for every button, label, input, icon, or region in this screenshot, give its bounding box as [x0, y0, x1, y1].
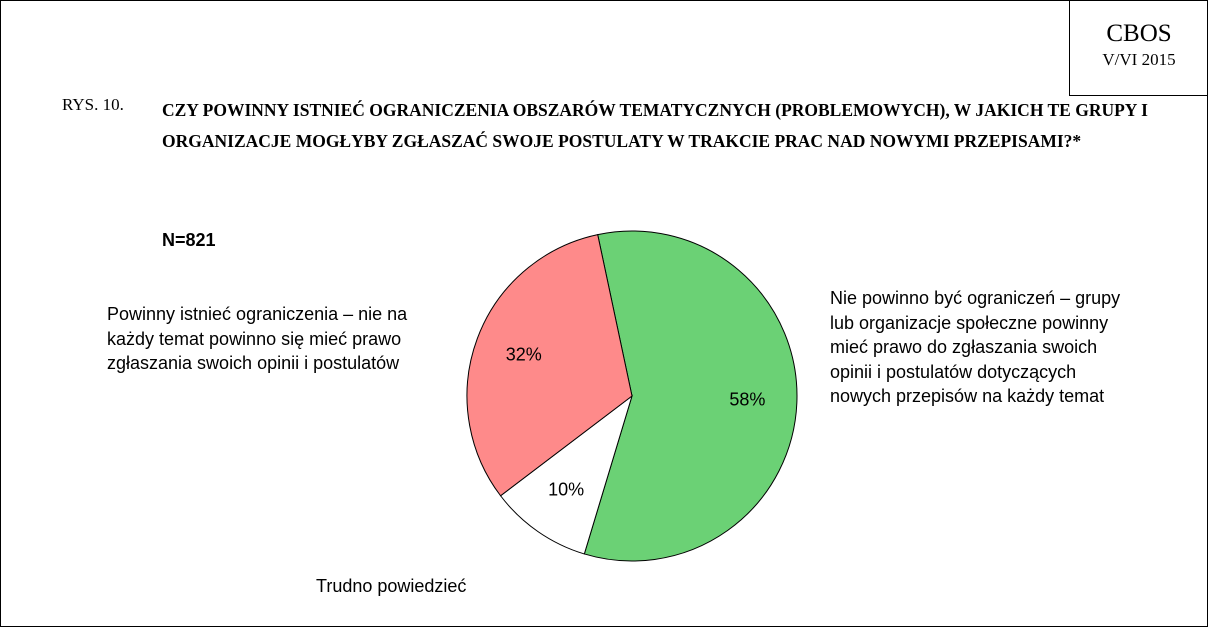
pie-slice — [583, 230, 798, 562]
chart-title: CZY POWINNY ISTNIEĆ OGRANICZENIA OBSZARÓ… — [162, 100, 1148, 151]
pie-slice — [499, 394, 633, 555]
annotation: N=821 — [162, 230, 216, 250]
pie-slice — [466, 234, 633, 497]
header-box: CBOS V/VI 2015 — [1069, 0, 1208, 96]
category-label: Trudno powiedzieć — [316, 576, 467, 596]
value-label: 32% — [506, 344, 542, 364]
org: CBOS — [1106, 20, 1172, 47]
category-label: Powinny istnieć ograniczenia – nie na ka… — [107, 304, 408, 373]
figure-label: RYS. 10. — [62, 95, 124, 114]
category-label: Nie powinno być ograniczeń – grupy lub o… — [830, 288, 1121, 406]
value-label: 10% — [548, 480, 584, 500]
value-label: 58% — [729, 390, 765, 410]
date: V/VI 2015 — [1102, 50, 1176, 69]
